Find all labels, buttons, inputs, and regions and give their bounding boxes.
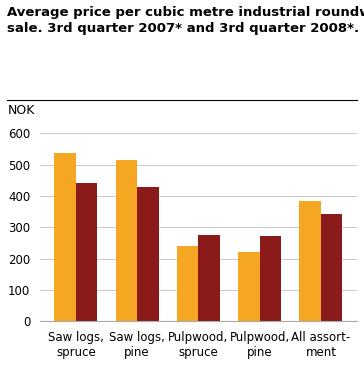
Bar — [177, 246, 198, 321]
Bar — [238, 252, 260, 321]
Bar — [321, 214, 342, 321]
Bar — [260, 236, 281, 321]
Bar — [198, 235, 220, 321]
Bar — [116, 160, 137, 321]
Bar — [137, 187, 159, 321]
Bar — [76, 183, 97, 321]
Text: Average price per cubic metre industrial roundwood for
sale. 3rd quarter 2007* a: Average price per cubic metre industrial… — [7, 6, 364, 35]
Text: NOK: NOK — [7, 104, 35, 117]
Bar — [300, 201, 321, 321]
Bar — [55, 153, 76, 321]
